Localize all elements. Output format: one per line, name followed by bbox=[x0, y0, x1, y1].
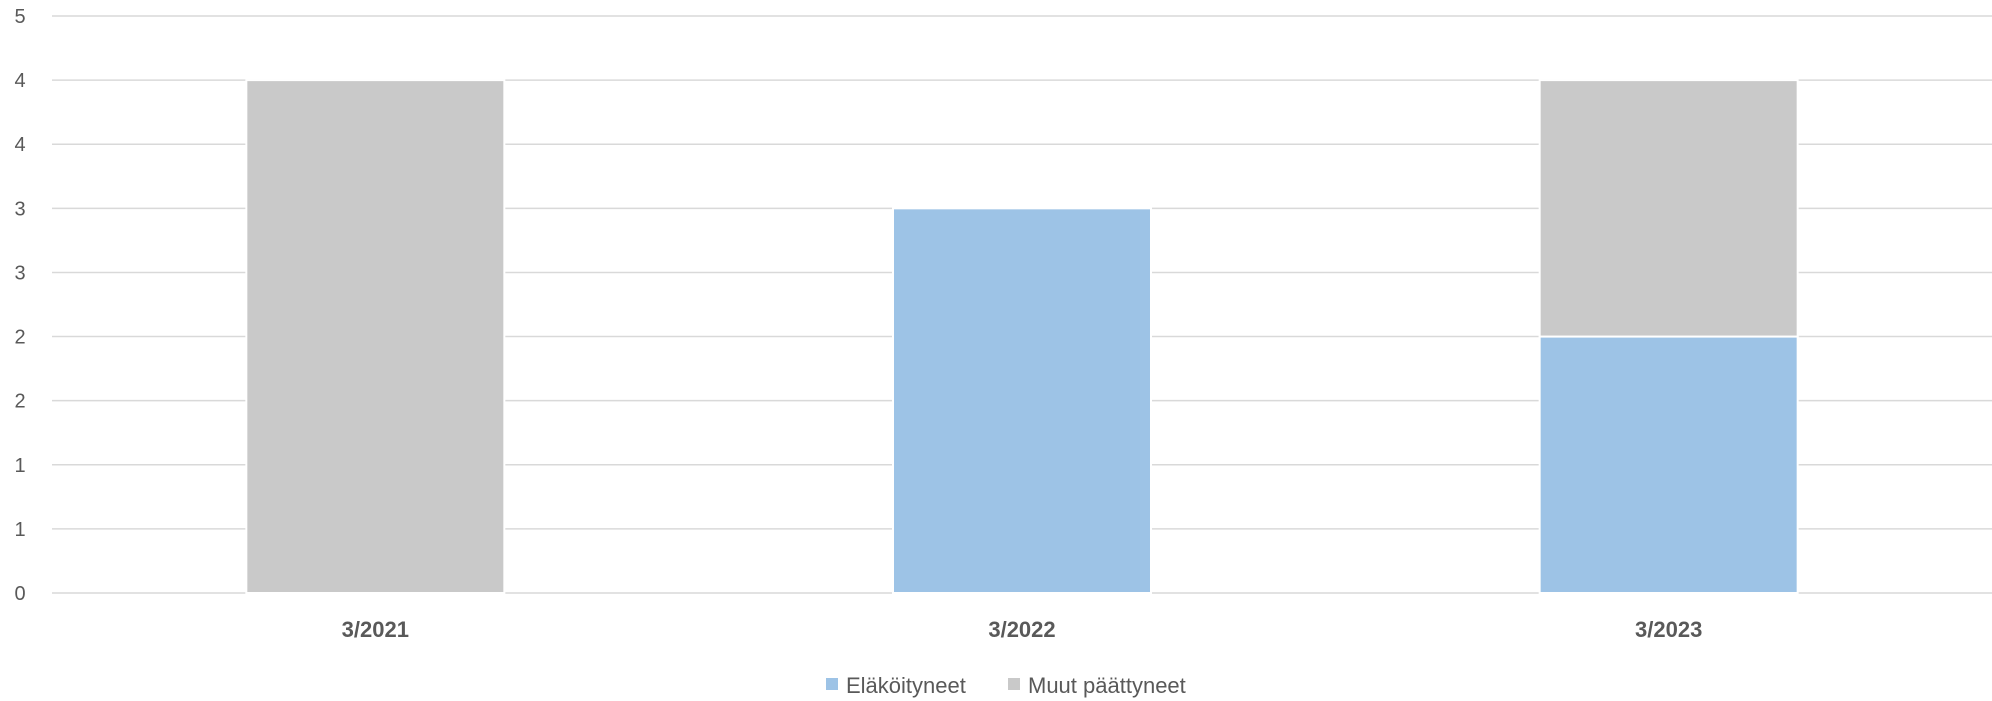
legend-label-series-2: Muut päättyneet bbox=[1028, 673, 1186, 698]
y-tick-label: 3 bbox=[14, 198, 25, 220]
y-tick-label: 3 bbox=[14, 262, 25, 284]
legend: Eläköityneet Muut päättyneet bbox=[826, 673, 1186, 698]
bar-segment-3-2023-series-1 bbox=[1540, 337, 1798, 593]
bars bbox=[246, 80, 1797, 593]
x-axis-category-labels: 3/2021 3/2022 3/2023 bbox=[342, 617, 1703, 642]
legend-label-series-1: Eläköityneet bbox=[846, 673, 966, 698]
y-tick-label: 4 bbox=[14, 134, 25, 156]
y-tick-label: 5 bbox=[14, 6, 25, 28]
y-tick-label: 2 bbox=[14, 391, 25, 413]
legend-swatch-series-2 bbox=[1008, 678, 1020, 690]
bar-segment-3-2023-series-2 bbox=[1540, 80, 1798, 336]
bar-segment-3-2022-series-1 bbox=[893, 208, 1151, 593]
y-tick-label: 4 bbox=[14, 70, 25, 92]
y-tick-label: 1 bbox=[14, 519, 25, 541]
x-category-label: 3/2021 bbox=[342, 617, 409, 642]
y-axis-tick-labels: 0 1 1 2 2 3 3 4 4 5 bbox=[14, 6, 25, 605]
x-category-label: 3/2022 bbox=[988, 617, 1055, 642]
y-tick-label: 1 bbox=[14, 455, 25, 477]
bar-segment-3-2021-series-2 bbox=[246, 80, 504, 593]
x-category-label: 3/2023 bbox=[1635, 617, 1702, 642]
y-tick-label: 0 bbox=[14, 583, 25, 605]
y-tick-label: 2 bbox=[14, 327, 25, 349]
legend-swatch-series-1 bbox=[826, 678, 838, 690]
